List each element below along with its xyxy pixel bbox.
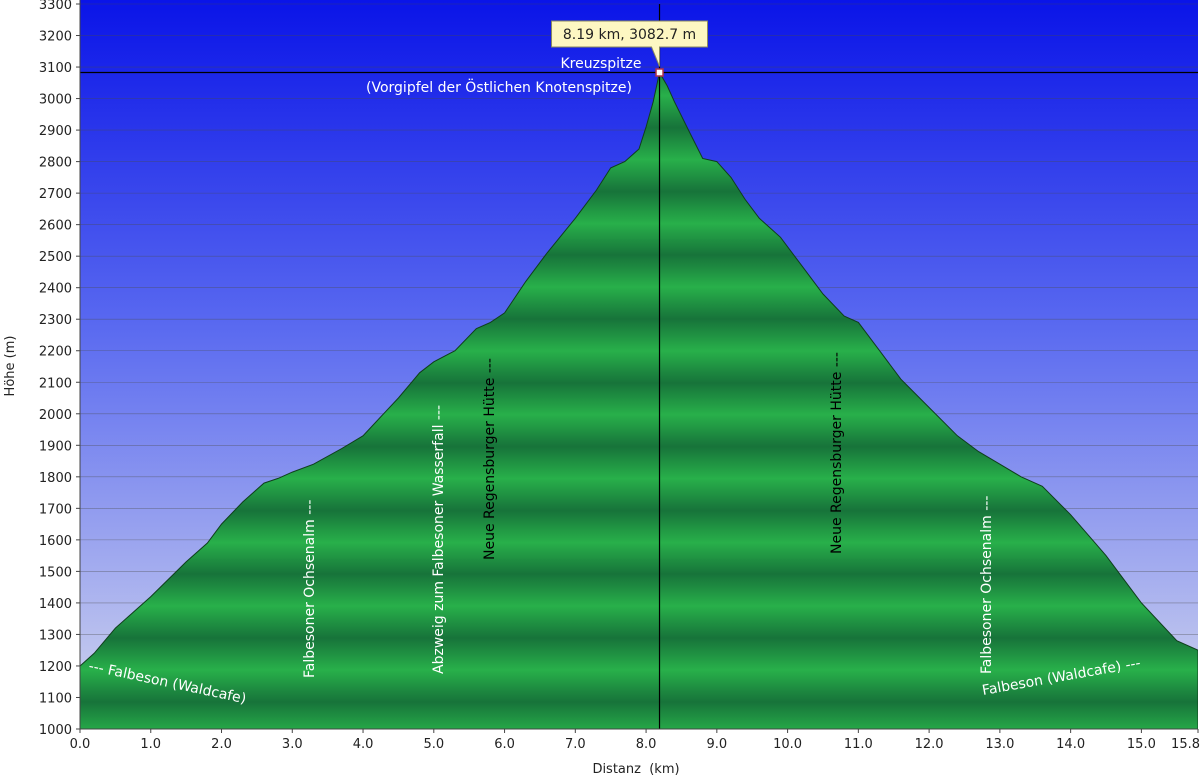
y-tick-label: 1900 xyxy=(39,439,72,454)
waypoint-label: Neue Regensburger Hütte --- xyxy=(829,352,845,554)
x-axis-title: Distanz (km) xyxy=(592,762,679,777)
x-tick-label: 0.0 xyxy=(70,737,91,752)
y-tick-label: 1700 xyxy=(39,502,72,517)
y-tick-label: 2300 xyxy=(39,313,72,328)
y-tick-label: 1100 xyxy=(39,691,72,706)
x-tick-label: 10.0 xyxy=(773,737,802,752)
waypoint-label: Falbesoner Ochsenalm --- xyxy=(979,496,995,674)
x-tick-label: 12.0 xyxy=(915,737,944,752)
crosshair xyxy=(80,4,1198,729)
y-tick-label: 2600 xyxy=(39,219,72,234)
y-tick-label: 1300 xyxy=(39,628,72,643)
y-tick-label: 2000 xyxy=(39,408,72,423)
x-tick-label: 13.0 xyxy=(985,737,1014,752)
x-tick-label: 9.0 xyxy=(706,737,727,752)
y-tick-label: 1000 xyxy=(39,723,72,738)
x-tick-label: 8.0 xyxy=(636,737,657,752)
y-tick-label: 2200 xyxy=(39,345,72,360)
tooltip-box xyxy=(551,20,709,67)
x-tick-label: 2.0 xyxy=(211,737,232,752)
y-tick-label: 2500 xyxy=(39,250,72,265)
y-tick-label: 3100 xyxy=(39,61,72,76)
y-tick-label: 3200 xyxy=(39,30,72,45)
y-tick-label: 2400 xyxy=(39,282,72,297)
x-tick-label: 15.8 xyxy=(1171,737,1200,752)
y-axis-title: Höhe (m) xyxy=(3,336,18,397)
waypoint-label: Falbesoner Ochsenalm --- xyxy=(302,500,318,678)
x-tick-label: 1.0 xyxy=(140,737,161,752)
tooltip: 8.19 km, 3082.7 m xyxy=(551,20,709,67)
crosshair-marker[interactable] xyxy=(655,68,664,77)
x-tick-label: 14.0 xyxy=(1056,737,1085,752)
x-tick-label: 6.0 xyxy=(494,737,515,752)
y-tick-label: 2100 xyxy=(39,376,72,391)
waypoint-label: Abzweig zum Falbesoner Wasserfall --- xyxy=(431,405,447,674)
waypoint-label: Neue Regensburger Hütte --- xyxy=(482,358,498,560)
x-tick-label: 11.0 xyxy=(844,737,873,752)
elevation-area xyxy=(80,71,1198,729)
y-tick-label: 1400 xyxy=(39,597,72,612)
y-tick-label: 2700 xyxy=(39,187,72,202)
waypoint-label-summit-sub: (Vorgipfel der Östlichen Knotenspitze) xyxy=(366,78,632,96)
x-tick-label: 5.0 xyxy=(423,737,444,752)
y-tick-label: 1200 xyxy=(39,660,72,675)
y-tick-label: 2900 xyxy=(39,124,72,139)
x-axis-ticks: 0.0 1.0 2.0 3.0 4.0 5.0 6.0 7.0 8.0 9.0 10.0 11.0 12… xyxy=(70,729,1200,752)
y-axis-ticks: 1000 1100 1200 1300 1400 1500 1600 1700 1800 1900… xyxy=(39,0,80,738)
y-tick-label: 2800 xyxy=(39,156,72,171)
waypoint-label-summit: Kreuzspitze xyxy=(561,56,642,72)
x-tick-label: 3.0 xyxy=(282,737,303,752)
tooltip-text: 8.19 km, 3082.7 m xyxy=(563,27,696,43)
y-tick-label: 1500 xyxy=(39,565,72,580)
x-tick-label: 15.0 xyxy=(1127,737,1156,752)
y-tick-label: 3300 xyxy=(39,0,72,13)
y-tick-label: 1800 xyxy=(39,471,72,486)
y-tick-label: 3000 xyxy=(39,93,72,108)
x-tick-label: 7.0 xyxy=(565,737,586,752)
x-tick-label: 4.0 xyxy=(353,737,374,752)
y-tick-label: 1600 xyxy=(39,534,72,549)
